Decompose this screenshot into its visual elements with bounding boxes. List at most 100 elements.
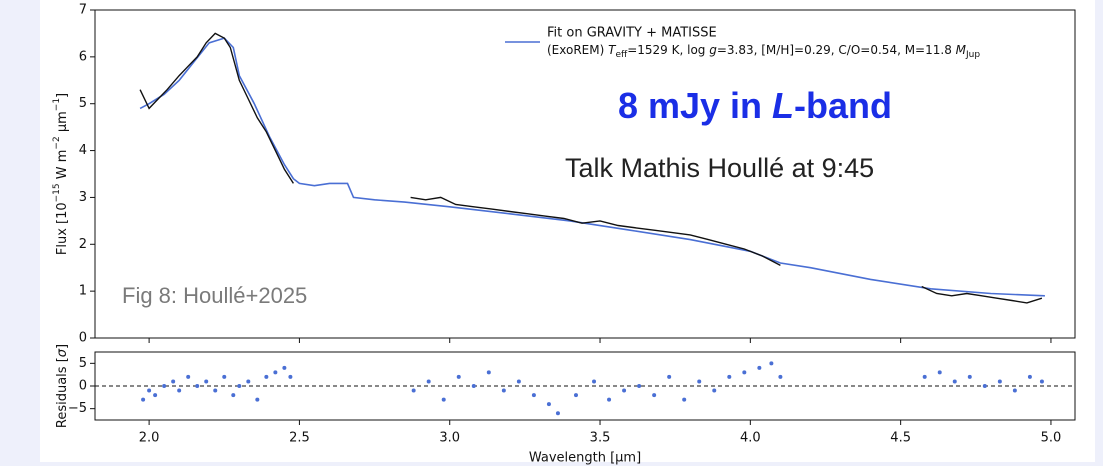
y-tick-label: 7 (79, 3, 87, 18)
residual-point (531, 393, 536, 398)
series-line (139, 37, 1045, 297)
residual-point (637, 384, 642, 388)
residual-point (1012, 388, 1017, 393)
x-tick-label: 2.5 (289, 431, 310, 446)
residual-point (441, 397, 446, 402)
residual-point (757, 365, 762, 370)
figure-background (40, 0, 1095, 462)
residual-point (652, 393, 657, 398)
label-part: σ (55, 348, 70, 357)
residual-point (952, 379, 957, 384)
residual-point (712, 388, 717, 393)
residual-point (426, 379, 431, 384)
label-part: −15 (52, 183, 62, 202)
label-part: =3.83, [M/H]=0.29, C/O=0.54, M=11.8 (717, 43, 956, 57)
label-part: L (772, 85, 794, 126)
residual-point (727, 374, 732, 379)
residual-point (246, 379, 251, 384)
label-part: μm (55, 111, 70, 136)
residual-point (778, 374, 783, 379)
residual-point (186, 374, 191, 379)
label-part: W m (55, 150, 70, 184)
residual-point (573, 393, 578, 398)
residual-point (546, 402, 551, 407)
legend-label: Fit on GRAVITY + MATISSE (547, 26, 717, 41)
label-part: T (608, 43, 617, 57)
residual-point (697, 379, 702, 384)
label-part: g (709, 43, 717, 57)
residual-point (222, 374, 227, 379)
residual-point (288, 374, 293, 379)
residual-point (486, 370, 491, 375)
y-tick-label: 4 (79, 143, 87, 158)
headline: 8 mJy in L-band (618, 85, 892, 126)
residual-point (456, 374, 461, 379)
y-tick-label: 5 (79, 356, 87, 371)
y-tick-label: 1 (79, 284, 87, 299)
residual-point (667, 374, 672, 379)
x-tick-label: 5.0 (1041, 431, 1062, 446)
residual-point (141, 397, 146, 402)
y-tick-label: 6 (79, 49, 87, 64)
label-part: Residuals [ (55, 357, 70, 428)
label-part: =1529 K, log (627, 43, 709, 57)
label-part: -band (794, 85, 892, 126)
residual-point (967, 374, 972, 379)
residual-point (607, 397, 612, 402)
residual-point (982, 384, 987, 388)
label-part: −2 (52, 136, 62, 149)
residual-point (769, 361, 774, 366)
y-tick-label: 0 (79, 331, 87, 346)
label-part: Flux [10 (55, 202, 70, 255)
label-part: 8 mJy in (618, 85, 772, 126)
label-part: M (956, 43, 967, 57)
residual-point (471, 384, 476, 388)
residual-point (255, 397, 260, 402)
residual-point (162, 384, 167, 388)
residual-point (273, 370, 278, 375)
residual-point (177, 388, 182, 393)
label-part: eff (615, 50, 628, 60)
residual-point (592, 379, 597, 384)
residual-point (937, 370, 942, 375)
x-tick-label: 3.5 (590, 431, 611, 446)
residual-point (411, 388, 416, 393)
talk-note: Talk Mathis Houllé at 9:45 (565, 153, 874, 183)
y-tick-label: 3 (79, 190, 87, 205)
y-axis-label: Residuals [σ] (55, 344, 70, 428)
plot-frame (94, 9, 1076, 339)
label-part: −1 (52, 98, 62, 111)
legend-detail: (ExoREM) Teff=1529 K, log g=3.83, [M/H]=… (547, 43, 980, 60)
x-tick-label: 2.0 (139, 431, 160, 446)
residual-point (171, 379, 176, 384)
residual-point (204, 379, 209, 384)
residual-point (501, 388, 506, 393)
x-tick-label: 4.5 (890, 431, 911, 446)
residual-point (516, 379, 521, 384)
residual-point (195, 384, 200, 388)
x-axis-label: Wavelength [μm] (529, 451, 641, 466)
y-axis-label: Flux [10−15 W m−2 μm−1] (52, 93, 70, 255)
series-line (139, 32, 1043, 304)
residual-point (147, 388, 152, 393)
y-tick-label: 0 (79, 379, 87, 394)
y-tick-label: 2 (79, 237, 87, 252)
figure-reference: Fig 8: Houllé+2025 (122, 283, 307, 308)
y-tick-label: 5 (79, 96, 87, 111)
x-tick-label: 3.0 (439, 431, 460, 446)
residual-point (682, 397, 687, 402)
label-part: Jup (965, 50, 980, 60)
residual-point (1039, 379, 1044, 384)
label-part: ] (55, 93, 70, 98)
residual-point (997, 379, 1002, 384)
residual-point (231, 393, 236, 398)
residual-point (264, 374, 269, 379)
x-tick-label: 4.0 (740, 431, 761, 446)
residual-point (282, 365, 287, 370)
residual-point (1027, 374, 1032, 379)
residual-point (153, 393, 158, 398)
plot: 0 1 2 3 4 5 6 7 −5 0 5 2.0 2.5 3.0 3.5 4.0 4.5 5.0 (68, 3, 1076, 446)
residual-point (742, 370, 747, 375)
label-part: (ExoREM) (547, 43, 608, 57)
